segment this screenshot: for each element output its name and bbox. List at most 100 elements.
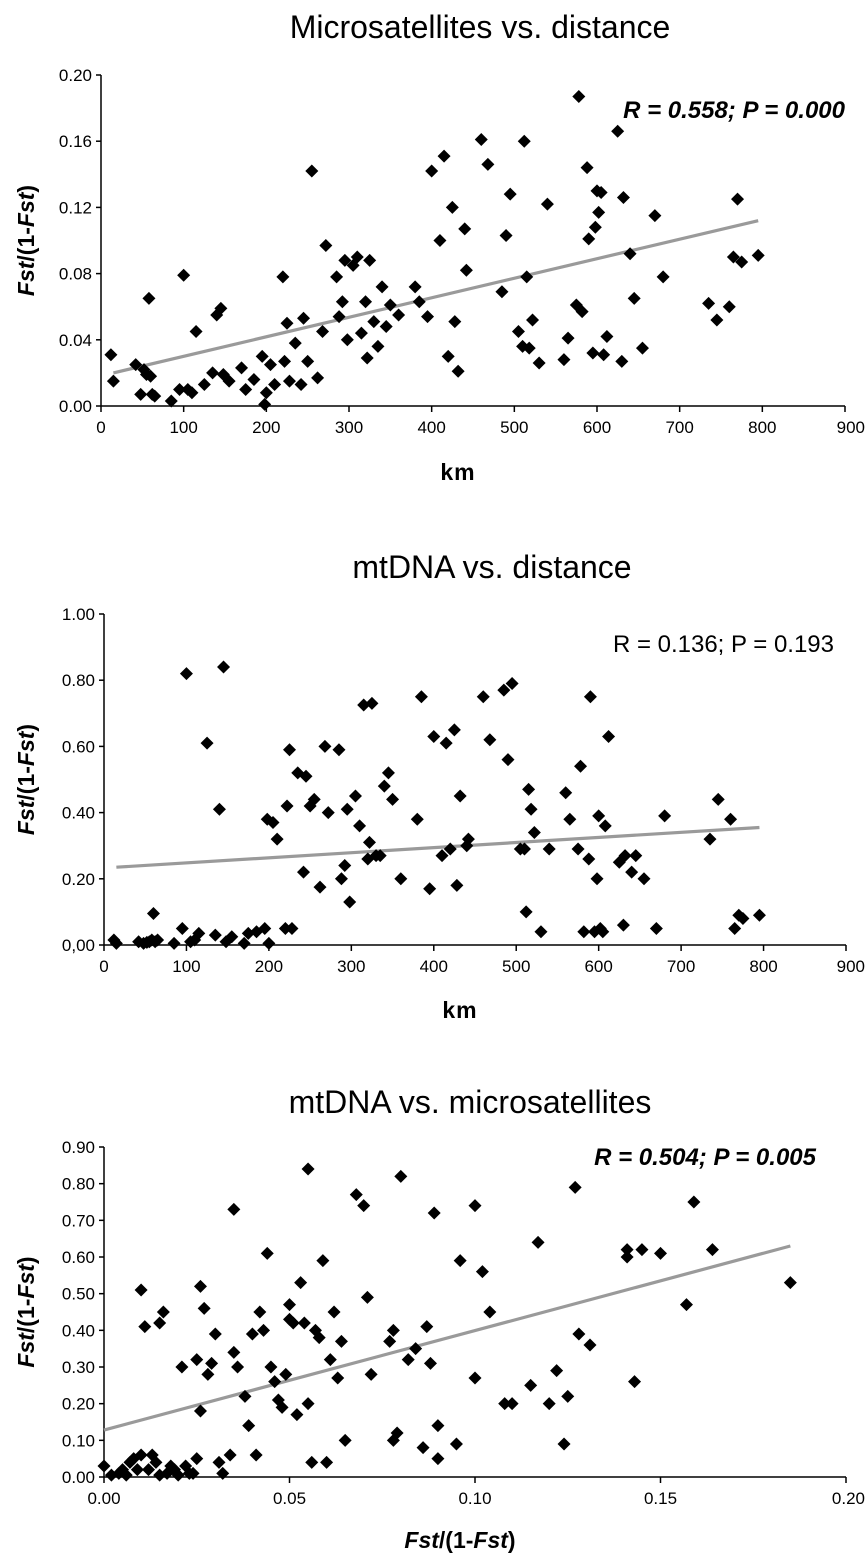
data-point xyxy=(563,812,577,826)
data-point xyxy=(332,743,346,757)
data-point xyxy=(597,348,611,362)
data-point xyxy=(448,315,462,329)
data-point xyxy=(751,248,765,262)
data-point xyxy=(390,1426,404,1440)
data-point xyxy=(623,247,637,261)
data-point xyxy=(620,1250,634,1264)
data-point xyxy=(483,733,497,747)
data-point xyxy=(353,819,367,833)
data-point xyxy=(255,349,269,363)
data-point xyxy=(201,1367,215,1381)
data-point xyxy=(338,1433,352,1447)
data-point xyxy=(299,769,313,783)
data-point xyxy=(193,1404,207,1418)
chart-title: Microsatellites vs. distance xyxy=(290,9,671,45)
y-tick-label: 0.10 xyxy=(62,1431,95,1450)
data-point xyxy=(594,186,608,200)
data-point xyxy=(301,354,315,368)
x-tick-label: 200 xyxy=(255,957,283,976)
data-point xyxy=(334,1334,348,1348)
data-point xyxy=(611,124,625,138)
data-point xyxy=(722,300,736,314)
data-point xyxy=(142,291,156,305)
x-tick-label: 400 xyxy=(420,957,448,976)
y-tick-label: 0.90 xyxy=(62,1138,95,1157)
data-point xyxy=(531,1235,545,1249)
data-point xyxy=(618,849,632,863)
data-point xyxy=(532,356,546,370)
y-tick-label: 0.12 xyxy=(59,198,92,217)
data-point xyxy=(377,779,391,793)
data-point xyxy=(173,382,187,396)
data-point xyxy=(360,1290,374,1304)
data-point xyxy=(475,1265,489,1279)
trend-line xyxy=(113,219,759,375)
data-point xyxy=(313,880,327,894)
chart-3: mtDNA vs. microsatellites 0.00 0.10 0.20 0.3… xyxy=(13,1084,865,1553)
data-point xyxy=(276,270,290,284)
x-tick-label: 900 xyxy=(837,418,865,437)
data-point xyxy=(483,1305,497,1319)
x-axis-label: km xyxy=(440,459,475,485)
x-tick-label: 0.20 xyxy=(832,1489,865,1508)
x-tick-label: 700 xyxy=(665,418,693,437)
data-point xyxy=(239,382,253,396)
data-point xyxy=(458,222,472,236)
x-tick-label: 100 xyxy=(169,418,197,437)
data-point xyxy=(257,1323,271,1337)
data-point xyxy=(583,690,597,704)
data-point xyxy=(318,739,332,753)
data-point xyxy=(357,1199,371,1213)
data-point xyxy=(190,1452,204,1466)
data-point xyxy=(572,90,586,104)
data-point xyxy=(658,809,672,823)
data-point xyxy=(362,835,376,849)
data-point xyxy=(649,921,663,935)
data-point xyxy=(134,387,148,401)
x-tick-label: 0 xyxy=(96,418,105,437)
data-point xyxy=(214,301,228,315)
data-point xyxy=(559,786,573,800)
data-point xyxy=(104,348,118,362)
data-point xyxy=(206,366,220,380)
trend-line xyxy=(116,825,760,869)
data-point xyxy=(522,341,536,355)
data-point xyxy=(702,296,716,310)
data-point xyxy=(200,736,214,750)
data-point xyxy=(431,1419,445,1433)
data-point xyxy=(474,133,488,147)
y-tick-label: 0.20 xyxy=(62,1395,95,1414)
data-point xyxy=(431,1452,445,1466)
data-point xyxy=(711,792,725,806)
chart-title: mtDNA vs. distance xyxy=(352,549,631,585)
data-point xyxy=(185,386,199,400)
y-tick-label: 0.04 xyxy=(59,331,92,350)
data-point xyxy=(468,1371,482,1385)
data-point xyxy=(425,164,439,178)
data-point xyxy=(726,250,740,264)
data-point xyxy=(357,698,371,712)
data-point xyxy=(193,1279,207,1293)
data-point xyxy=(505,1397,519,1411)
data-point xyxy=(216,1466,230,1480)
chart-title: mtDNA vs. microsatellites xyxy=(289,1084,652,1120)
data-point xyxy=(359,295,373,309)
data-point xyxy=(153,1316,167,1330)
data-point xyxy=(461,832,475,846)
data-point xyxy=(449,1437,463,1451)
data-point xyxy=(468,1199,482,1213)
data-point xyxy=(596,925,610,939)
data-point xyxy=(222,374,236,388)
data-point xyxy=(212,1455,226,1469)
data-point xyxy=(286,1316,300,1330)
data-point xyxy=(575,305,589,319)
data-point xyxy=(724,812,738,826)
data-point xyxy=(148,389,162,403)
data-point xyxy=(582,852,596,866)
data-point xyxy=(443,842,457,856)
x-tick-label: 0.00 xyxy=(87,1489,120,1508)
data-point xyxy=(495,285,509,299)
data-point xyxy=(550,1364,564,1378)
data-point xyxy=(503,187,517,201)
data-point xyxy=(522,782,536,796)
